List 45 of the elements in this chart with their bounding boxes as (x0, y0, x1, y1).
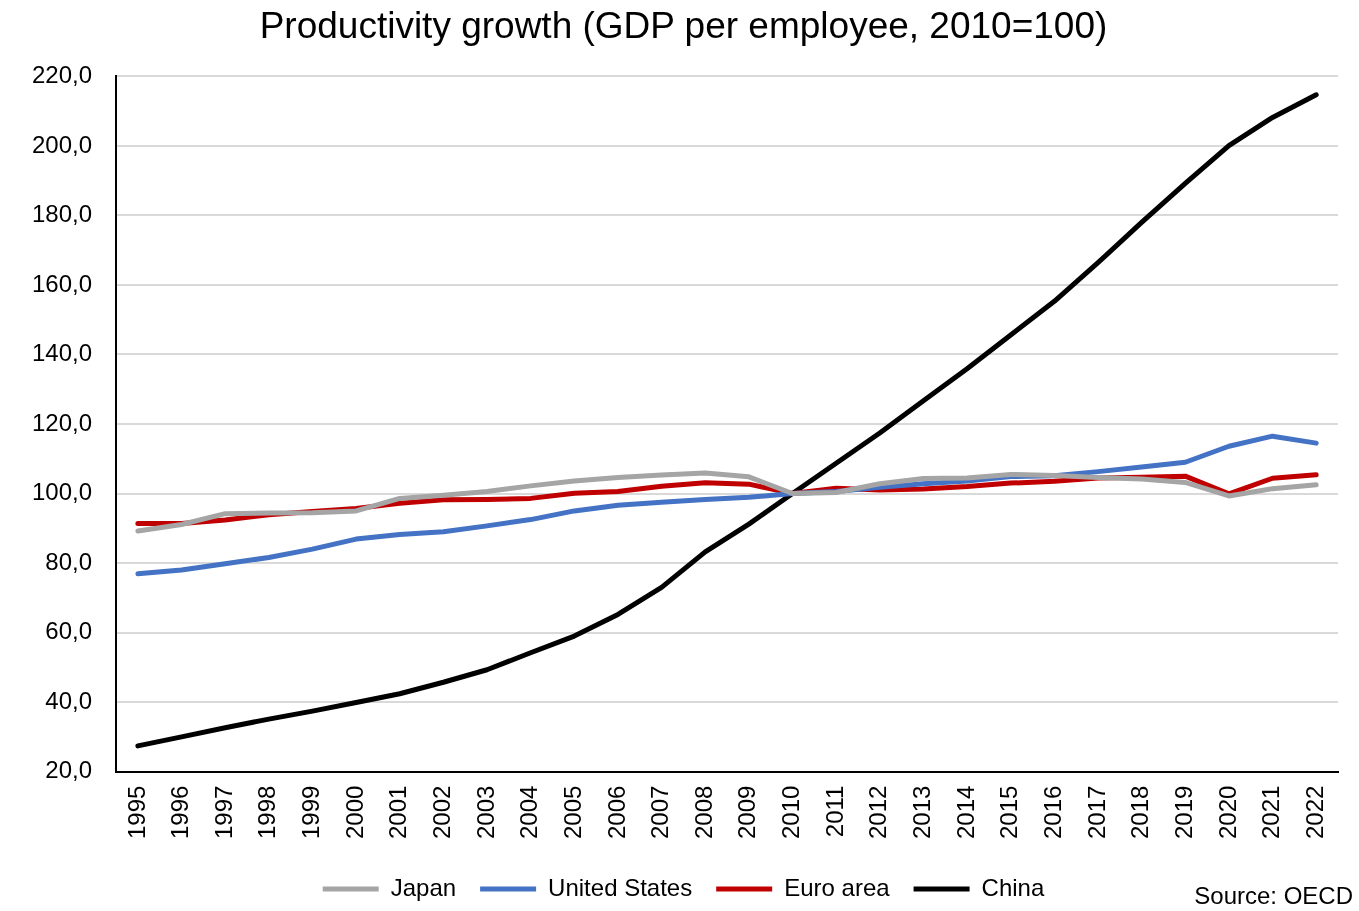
x-tick-label: 1998 (253, 785, 281, 839)
x-tick-label: 2000 (340, 785, 368, 839)
legend-label: United States (548, 873, 693, 901)
y-tick-label: 60,0 (45, 617, 93, 645)
x-tick-label: 2019 (1169, 785, 1197, 839)
x-tick-label: 2002 (427, 785, 455, 839)
x-tick-label: 2011 (820, 785, 848, 838)
x-tick-label: 2001 (384, 785, 412, 839)
x-tick-label: 2006 (602, 785, 630, 839)
legend-label: China (981, 873, 1045, 901)
x-tick-label: 1997 (209, 785, 237, 839)
chart-title: Productivity growth (GDP per employee, 2010=100) (259, 5, 1108, 47)
x-tick-label: 2004 (515, 785, 543, 839)
x-tick-label: 2016 (1038, 785, 1066, 839)
x-tick-label: 2020 (1213, 785, 1241, 839)
x-tick-label: 1996 (166, 785, 194, 839)
x-tick-label: 2003 (471, 785, 499, 839)
y-tick-label: 40,0 (45, 686, 93, 714)
y-tick-label: 160,0 (32, 269, 93, 297)
y-tick-label: 220,0 (32, 61, 93, 89)
x-tick-label: 2021 (1257, 785, 1285, 839)
y-tick-label: 140,0 (32, 339, 93, 367)
legend-label: Japan (390, 873, 457, 901)
legend-label: Euro area (784, 873, 891, 901)
x-tick-label: 1999 (297, 785, 325, 839)
x-tick-label: 2008 (689, 785, 717, 839)
y-tick-label: 80,0 (45, 547, 93, 575)
y-tick-label: 100,0 (32, 478, 93, 506)
y-tick-label: 120,0 (32, 408, 93, 436)
x-tick-label: 2014 (951, 785, 979, 839)
x-tick-label: 1995 (122, 785, 150, 839)
y-tick-label: 200,0 (32, 130, 93, 158)
x-tick-label: 2017 (1082, 785, 1110, 839)
x-tick-label: 2018 (1126, 785, 1154, 839)
x-tick-label: 2013 (908, 785, 936, 839)
x-tick-label: 2012 (864, 785, 892, 839)
x-tick-label: 2010 (777, 785, 805, 839)
source-note: Source: OECD (1194, 881, 1353, 909)
x-tick-label: 2009 (733, 785, 761, 839)
x-tick-label: 2022 (1300, 785, 1328, 839)
y-tick-label: 20,0 (45, 756, 93, 784)
x-tick-label: 2005 (558, 785, 586, 839)
x-tick-label: 2015 (995, 785, 1023, 839)
y-tick-label: 180,0 (32, 200, 93, 228)
x-tick-label: 2007 (646, 785, 674, 839)
